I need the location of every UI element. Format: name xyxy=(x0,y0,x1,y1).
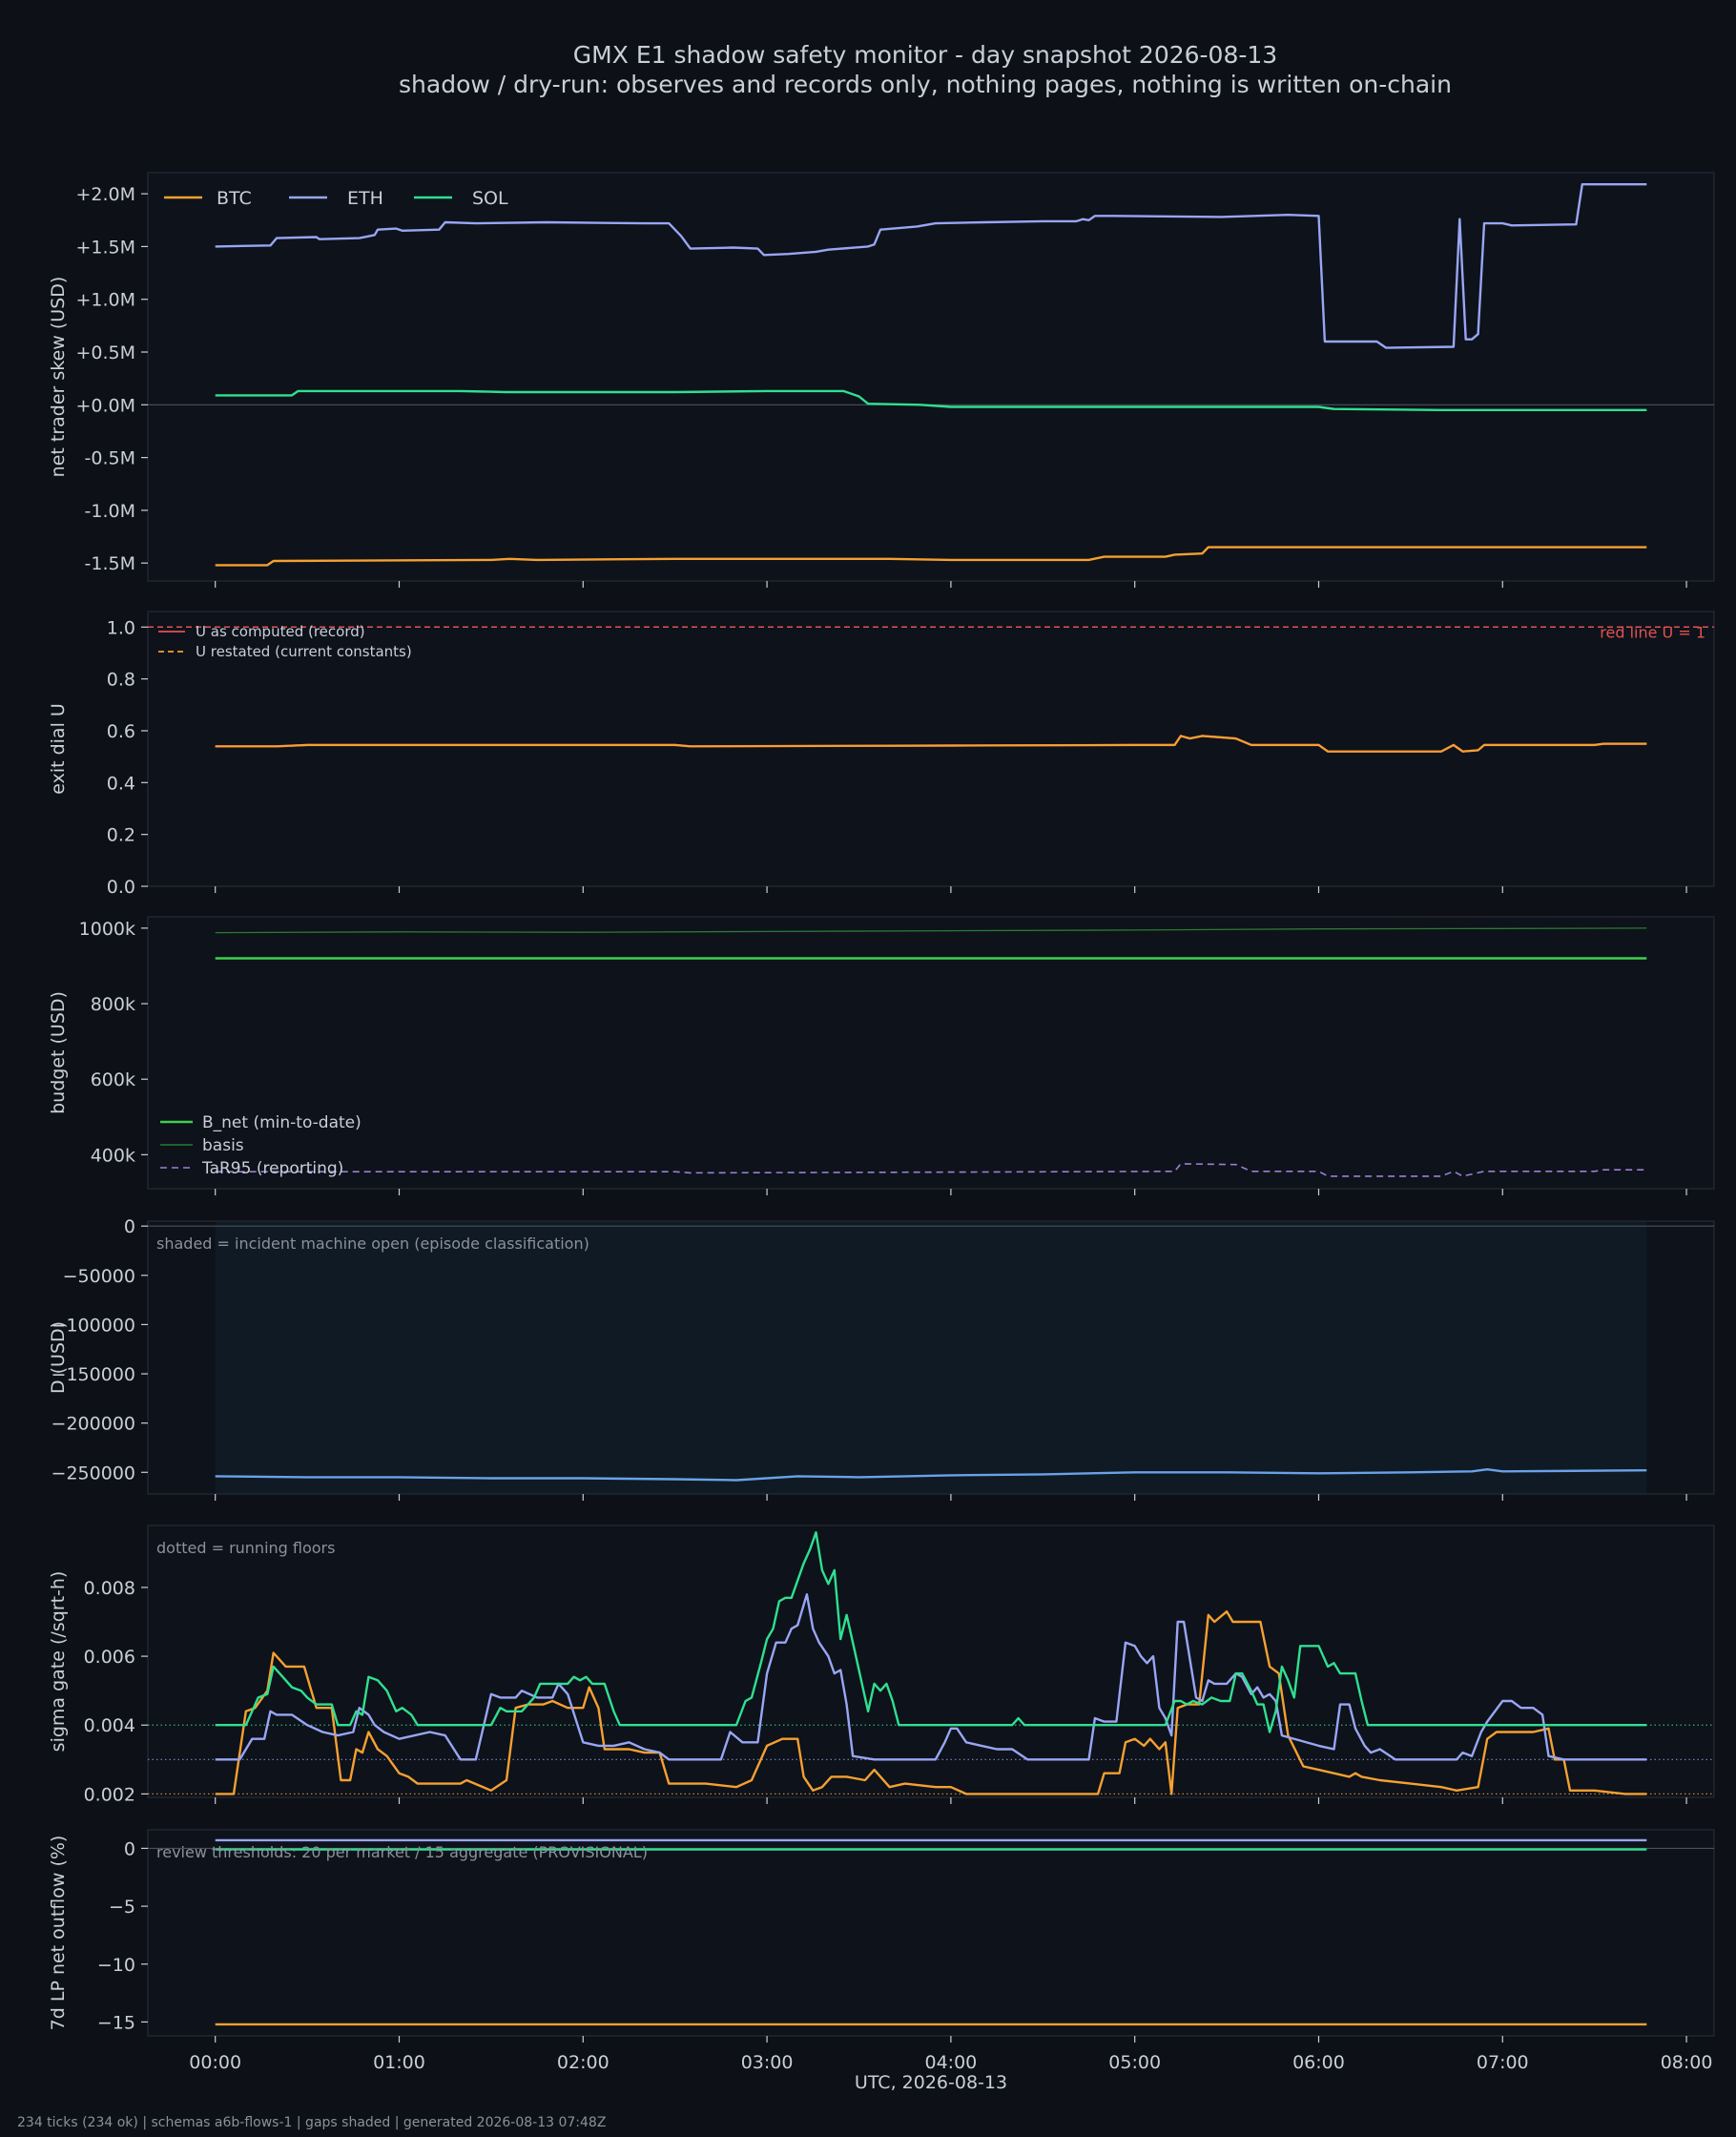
legend-label: SOL xyxy=(472,188,508,209)
x-axis: 00:00 01:00 02:00 03:00 04:00 05:00 06:00 07:00… xyxy=(189,2052,1712,2073)
y-axis-label: 7d LP net outflow (%) xyxy=(48,1836,69,2031)
y-tick-label: 0.004 xyxy=(84,1715,135,1736)
legend-label: U as computed (record) xyxy=(196,623,365,640)
y-tick-label: -0.5M xyxy=(85,448,135,469)
y-axis-label: sigma gate (/sqrt-h) xyxy=(48,1571,69,1753)
x-tick-label: 08:00 xyxy=(1661,2052,1713,2073)
y-tick-label: +0.5M xyxy=(75,342,135,363)
y-tick-label: +1.0M xyxy=(75,290,135,311)
legend-label: TaR95 (reporting) xyxy=(201,1159,343,1178)
x-tick-label: 07:00 xyxy=(1477,2052,1529,2073)
series-line-eth xyxy=(215,182,1647,349)
y-axis-label: D (USD) xyxy=(48,1321,69,1394)
legend-label: U restated (current constants) xyxy=(196,643,412,660)
plot-frame-budget xyxy=(147,916,1715,1190)
y-tick-label: 0 xyxy=(124,1838,135,1859)
y-axis-label: exit dial U xyxy=(48,703,69,795)
y-tick-label: 600k xyxy=(91,1069,135,1090)
legend-label: BTC xyxy=(217,188,252,209)
y-tick-label: −10 xyxy=(97,1955,135,1976)
y-tick-label: +0.0M xyxy=(75,395,135,416)
chart-subtitle: shadow / dry-run: observes and records o… xyxy=(399,71,1452,98)
x-tick-label: 04:00 xyxy=(925,2052,978,2073)
x-tick-label: 01:00 xyxy=(373,2052,425,2073)
y-axis-label: net trader skew (USD) xyxy=(48,277,69,478)
x-tick-label: 02:00 xyxy=(557,2052,610,2073)
x-tick-label: 00:00 xyxy=(189,2052,241,2073)
y-tick-label: −200000 xyxy=(52,1414,135,1435)
y-tick-label: −250000 xyxy=(52,1463,135,1483)
plot-area-dial xyxy=(148,612,1714,886)
legend-label: ETH xyxy=(347,188,383,209)
legend-label: B_net (min-to-date) xyxy=(202,1113,362,1132)
y-tick-label: 0.002 xyxy=(84,1784,135,1805)
footer-status: 234 ticks (234 ok) | schemas a6b-flows-1… xyxy=(17,2115,606,2130)
x-axis-label: UTC, 2026-08-13 xyxy=(855,2072,1007,2093)
y-tick-label: +2.0M xyxy=(75,184,135,205)
y-tick-label: 0.8 xyxy=(107,670,135,691)
panel-budget: 1000k 800k 600k 400k budget (USD) B_net (min-… xyxy=(48,916,1715,1195)
incident-shading xyxy=(215,1221,1647,1494)
panel-lp: 0 −5 −10 −15 7d LP net outflow (%) review thr… xyxy=(48,1829,1715,2043)
legend-label: basis xyxy=(202,1136,244,1155)
panel-sigma: 0.008 0.006 0.004 0.002 sigma gate (/sqrt-h)… xyxy=(48,1525,1715,1805)
y-tick-label: +1.5M xyxy=(75,237,135,258)
y-tick-label: −100000 xyxy=(52,1315,135,1336)
plot-area-lp xyxy=(148,1830,1714,2036)
y-tick-label: 1000k xyxy=(79,919,135,940)
y-tick-label: 1.0 xyxy=(107,617,135,638)
panel-dial: red line U = 1 1.0 0.8 0.6 0.4 0.2 0.0 exit dia… xyxy=(48,611,1715,898)
series-line-basis xyxy=(215,927,1647,934)
plot-area-sigma xyxy=(148,1525,1714,1797)
plot-frame-lp xyxy=(147,1829,1715,2037)
y-tick-label: -1.0M xyxy=(85,501,135,522)
y-tick-label: 0.008 xyxy=(84,1578,135,1599)
x-tick-label: 03:00 xyxy=(741,2052,794,2073)
series-line-btc xyxy=(215,1609,1647,1795)
plot-frame-sigma xyxy=(147,1525,1715,1798)
series-line-d xyxy=(215,1467,1647,1482)
series-line-sol xyxy=(215,389,1647,411)
panel-d: 0 −50000 −100000 −150000 −200000 −250000 D (US… xyxy=(48,1216,1715,1501)
red-line-label: red line U = 1 xyxy=(1600,623,1705,641)
y-tick-label: 0.0 xyxy=(107,877,135,898)
y-tick-label: -1.5M xyxy=(85,553,135,574)
panel-annotation: shaded = incident machine open (episode … xyxy=(156,1234,589,1253)
y-tick-label: 0 xyxy=(124,1216,135,1237)
panel-skew: +2.0M +1.5M +1.0M +0.5M +0.0M -0.5M -1.0M -1.5M… xyxy=(48,172,1715,588)
y-tick-label: −150000 xyxy=(52,1364,135,1385)
series-line-sol xyxy=(215,1530,1647,1733)
series-line-eth xyxy=(215,1592,1647,1761)
plot-frame-skew xyxy=(147,172,1715,582)
x-tick-label: 05:00 xyxy=(1108,2052,1161,2073)
plot-area-budget xyxy=(148,917,1714,1189)
y-axis-label: budget (USD) xyxy=(48,991,69,1114)
y-tick-label: −5 xyxy=(109,1897,135,1918)
y-tick-label: −15 xyxy=(97,2012,135,2033)
plot-frame-d xyxy=(147,1220,1715,1495)
y-tick-label: 0.2 xyxy=(107,825,135,846)
y-tick-label: 0.006 xyxy=(84,1647,135,1668)
x-tick-label: 06:00 xyxy=(1292,2052,1345,2073)
panel-annotation: dotted = running floors xyxy=(156,1539,335,1557)
series-line-btc xyxy=(215,546,1647,567)
plot-area-skew xyxy=(148,173,1714,581)
chart-title: GMX E1 shadow safety monitor - day snaps… xyxy=(573,41,1277,69)
y-tick-label: 800k xyxy=(91,994,135,1015)
plot-frame-dial xyxy=(147,611,1715,887)
y-tick-label: 400k xyxy=(91,1145,135,1166)
panel-annotation: review thresholds: 20 per market / 15 ag… xyxy=(156,1843,648,1861)
series-line-u xyxy=(215,735,1647,753)
y-tick-label: −50000 xyxy=(63,1266,135,1287)
y-tick-label: 0.4 xyxy=(107,773,135,794)
y-tick-label: 0.6 xyxy=(107,721,135,742)
